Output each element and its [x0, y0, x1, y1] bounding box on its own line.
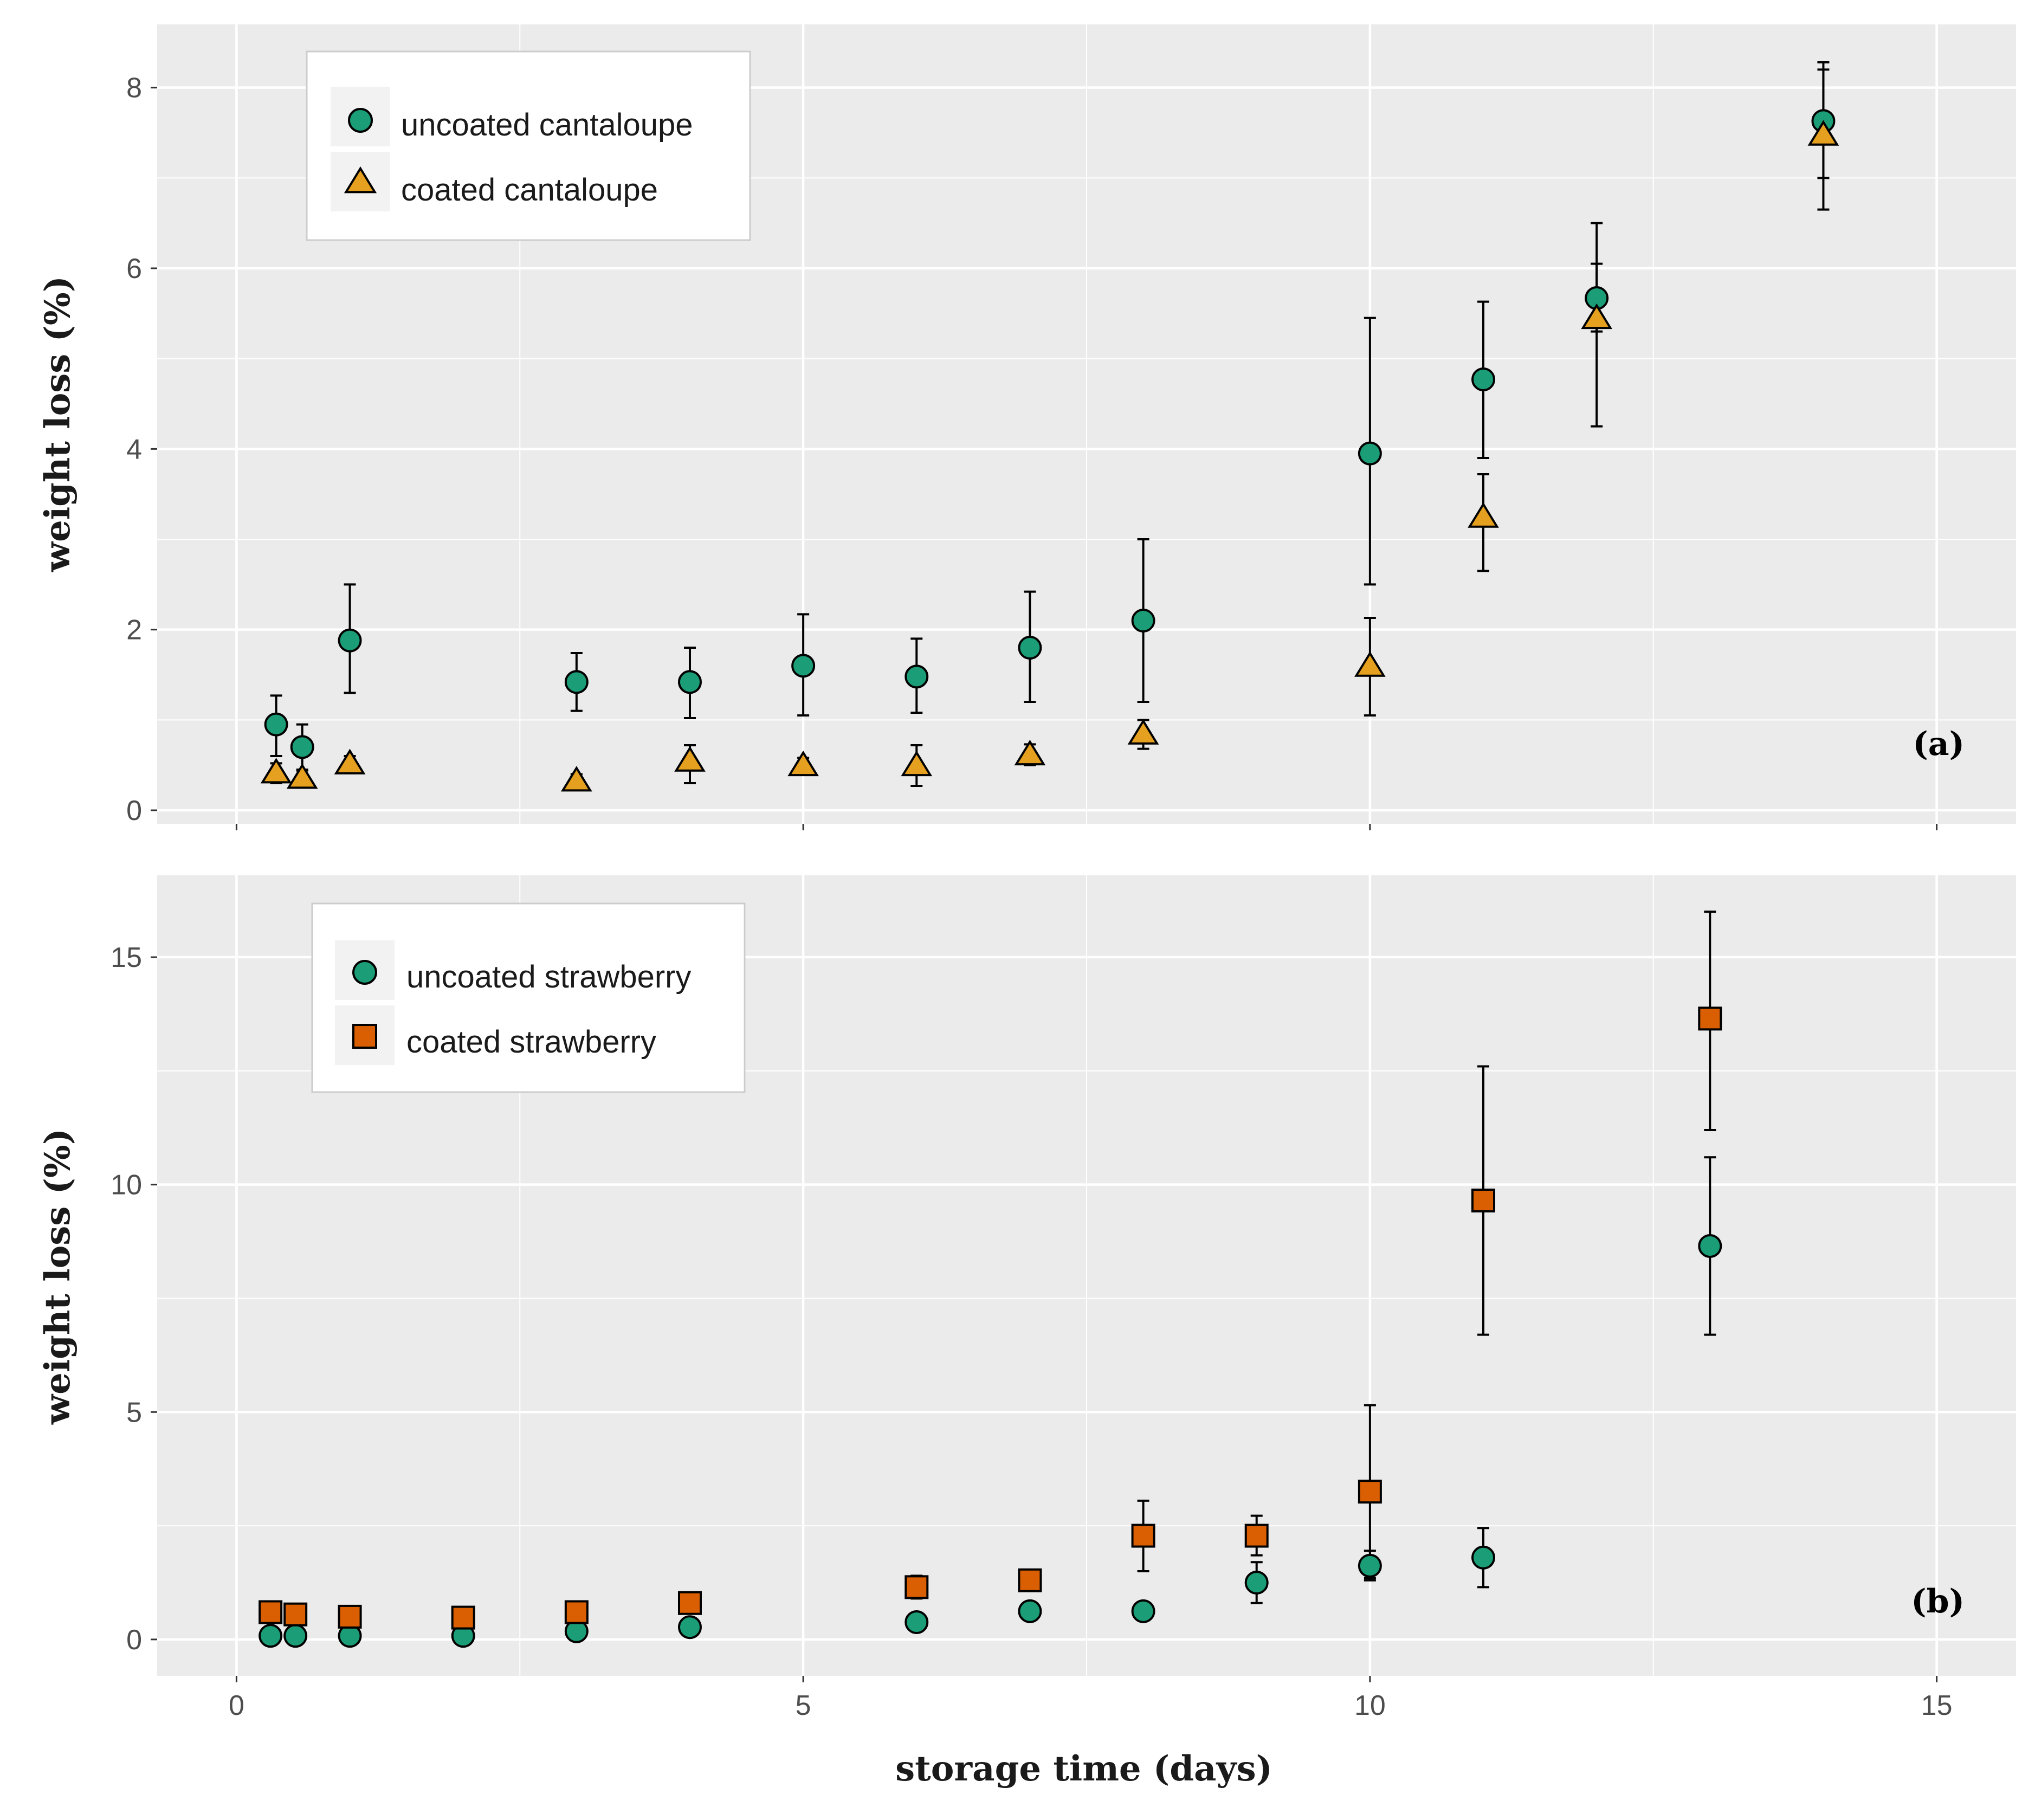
data-point-a-1-8 [1127, 719, 1159, 745]
data-point-b-1-11 [1471, 1189, 1496, 1213]
data-point-a-1-5 [787, 750, 819, 777]
y-tick-label-a-1: 2 [126, 615, 142, 646]
data-point-b-0-9 [1244, 1570, 1269, 1595]
data-point-b-0-11 [1471, 1545, 1496, 1570]
legend-marker-b-1 [352, 960, 377, 985]
data-point-a-0-2 [338, 628, 362, 653]
data-point-b-1-10 [1358, 1480, 1382, 1504]
legend-label-b-2: coated strawberry [406, 1024, 656, 1060]
legend-label-a-2: coated cantaloupe [401, 172, 658, 208]
legend-key-b-2 [352, 1024, 377, 1049]
ticks-b: 0 5 10 15 0 5 10 15 [111, 942, 1952, 1721]
data-point-a-0-1 [290, 735, 314, 759]
data-point-a-1-7 [1014, 739, 1046, 766]
legend-marker-a-1 [348, 108, 373, 133]
panel-tag-b: (b) [1911, 1583, 1965, 1621]
y-axis-title-b: weight loss (%) [37, 1128, 78, 1425]
panel-b: 0 5 10 15 0 5 10 15 (b) weight loss (%) storage… [37, 875, 2016, 1789]
legend-marker-a-2 [344, 166, 377, 193]
data-point-a-1-9 [1354, 651, 1386, 677]
data-point-b-0-1 [283, 1624, 308, 1648]
data-point-a-1-0 [260, 758, 292, 784]
data-point-b-1-6 [905, 1575, 929, 1599]
x-tick-label-1: 5 [796, 1690, 811, 1721]
panel-tag-a: (a) [1913, 725, 1965, 763]
data-point-b-1-9 [1244, 1524, 1269, 1548]
legend-b: uncoated strawberry coated strawberry [311, 902, 746, 1093]
data-point-a-0-5 [791, 654, 816, 678]
y-tick-label-a-2: 4 [126, 434, 142, 465]
data-point-b-0-8 [1131, 1599, 1155, 1623]
legend-key-a-1 [348, 108, 373, 133]
data-point-b-0-5 [677, 1615, 702, 1640]
panel-a: 0 2 4 6 8 (a) weight loss (%) uncoated canta… [37, 24, 2016, 830]
data-point-a-1-6 [901, 750, 933, 777]
data-point-b-1-0 [259, 1600, 283, 1624]
data-point-b-0-12 [1698, 1234, 1722, 1258]
data-point-a-0-3 [564, 670, 589, 694]
legend-key-b-1 [352, 960, 377, 985]
y-tick-label-a-3: 6 [126, 253, 142, 285]
data-point-a-1-12 [1807, 120, 1839, 146]
legend-label-b-1: uncoated strawberry [406, 959, 691, 995]
data-point-b-0-10 [1358, 1553, 1382, 1578]
x-tick-label-3: 15 [1921, 1690, 1953, 1721]
data-point-b-0-7 [1018, 1599, 1042, 1623]
data-point-b-1-12 [1698, 1006, 1722, 1031]
data-point-a-1-1 [286, 763, 318, 789]
data-point-a-0-7 [1018, 636, 1042, 660]
data-point-b-0-6 [905, 1610, 929, 1634]
data-point-a-0-10 [1471, 367, 1496, 391]
data-point-a-1-11 [1581, 303, 1613, 330]
legend-a: uncoated cantaloupe coated cantaloupe [306, 50, 751, 241]
data-point-a-1-2 [334, 748, 366, 775]
y-tick-label-b-1: 5 [126, 1397, 142, 1428]
x-tick-label-2: 10 [1354, 1690, 1386, 1721]
data-point-a-0-8 [1131, 609, 1155, 633]
data-point-a-0-6 [905, 664, 929, 689]
marks-a [260, 61, 1839, 792]
legend-key-a-2 [344, 166, 377, 193]
data-point-a-0-9 [1358, 441, 1382, 466]
y-axis-title-a: weight loss (%) [37, 276, 78, 572]
data-point-a-1-10 [1468, 502, 1499, 528]
data-point-b-1-3 [451, 1605, 475, 1630]
data-point-a-1-4 [674, 746, 706, 772]
ticks-a: 0 2 4 6 8 [126, 73, 1938, 830]
data-point-b-1-1 [283, 1602, 308, 1627]
data-point-b-1-7 [1018, 1568, 1042, 1592]
x-axis-title: storage time (days) [895, 1748, 1272, 1789]
data-point-a-0-4 [677, 670, 702, 694]
y-tick-label-b-0: 0 [126, 1624, 142, 1656]
legend-marker-b-2 [352, 1024, 377, 1049]
data-point-b-1-5 [677, 1591, 702, 1615]
data-point-a-0-0 [264, 712, 288, 737]
data-point-b-1-4 [564, 1600, 589, 1624]
y-tick-label-a-4: 8 [126, 73, 142, 104]
y-tick-label-b-2: 10 [111, 1170, 142, 1201]
legend-label-a-1: uncoated cantaloupe [401, 107, 693, 143]
y-tick-label-b-3: 15 [111, 942, 142, 973]
data-point-b-1-2 [338, 1604, 362, 1629]
marks-b [259, 911, 1722, 1648]
data-point-b-1-8 [1131, 1524, 1155, 1548]
data-point-a-1-3 [560, 766, 592, 792]
y-tick-label-a-0: 0 [126, 795, 142, 827]
data-point-b-0-0 [259, 1624, 283, 1648]
x-tick-label-0: 0 [229, 1690, 244, 1721]
